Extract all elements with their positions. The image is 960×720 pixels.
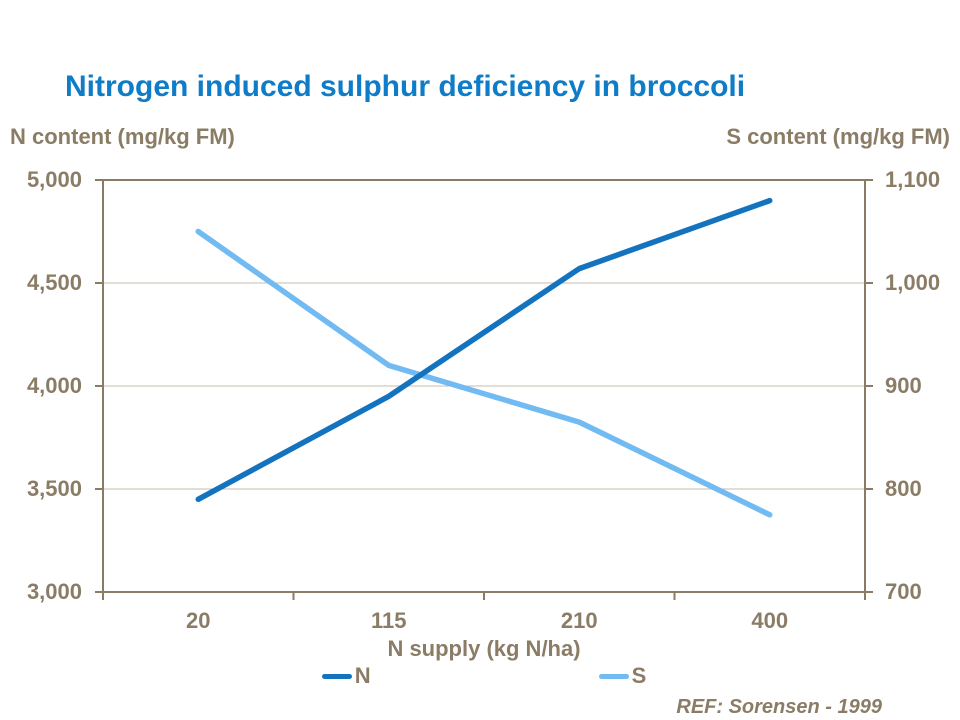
right-axis-tick-label: 800 <box>885 476 922 501</box>
legend-item-S: S <box>598 663 647 688</box>
x-axis-category-label: 400 <box>751 608 789 633</box>
right-axis-tick-label: 900 <box>885 373 922 398</box>
legend-label: S <box>631 663 647 688</box>
left-axis-tick-label: 5,000 <box>26 167 82 192</box>
left-axis-tick-label: 3,000 <box>26 579 82 604</box>
series-line-S <box>195 228 773 518</box>
legend-label: N <box>354 663 371 688</box>
x-axis-category-label: 210 <box>560 608 598 633</box>
chart-title: Nitrogen induced sulphur deficiency in b… <box>65 70 746 103</box>
x-axis-category-label: 115 <box>371 608 407 633</box>
x-axis-category-label: 20 <box>186 608 211 633</box>
left-axis-title: N content (mg/kg FM) <box>10 124 235 149</box>
legend-line-sample-icon <box>598 673 629 679</box>
right-axis-tick-label: 1,000 <box>885 270 941 295</box>
reference-text: REF: Sorensen - 1999 <box>676 696 882 718</box>
legend-item-N: N <box>321 663 371 688</box>
right-axis-title: S content (mg/kg FM) <box>726 124 950 149</box>
left-axis-tick-label: 3,500 <box>26 476 82 501</box>
series-line-N <box>195 197 773 503</box>
left-axis-tick-label: 4,000 <box>26 373 82 398</box>
right-axis-tick-label: 1,100 <box>885 167 941 192</box>
x-axis-title: N supply (kg N/ha) <box>387 636 581 661</box>
right-axis-tick-label: 700 <box>885 579 922 604</box>
legend-line-sample-icon <box>321 673 352 679</box>
left-axis-tick-label: 4,500 <box>26 270 82 295</box>
